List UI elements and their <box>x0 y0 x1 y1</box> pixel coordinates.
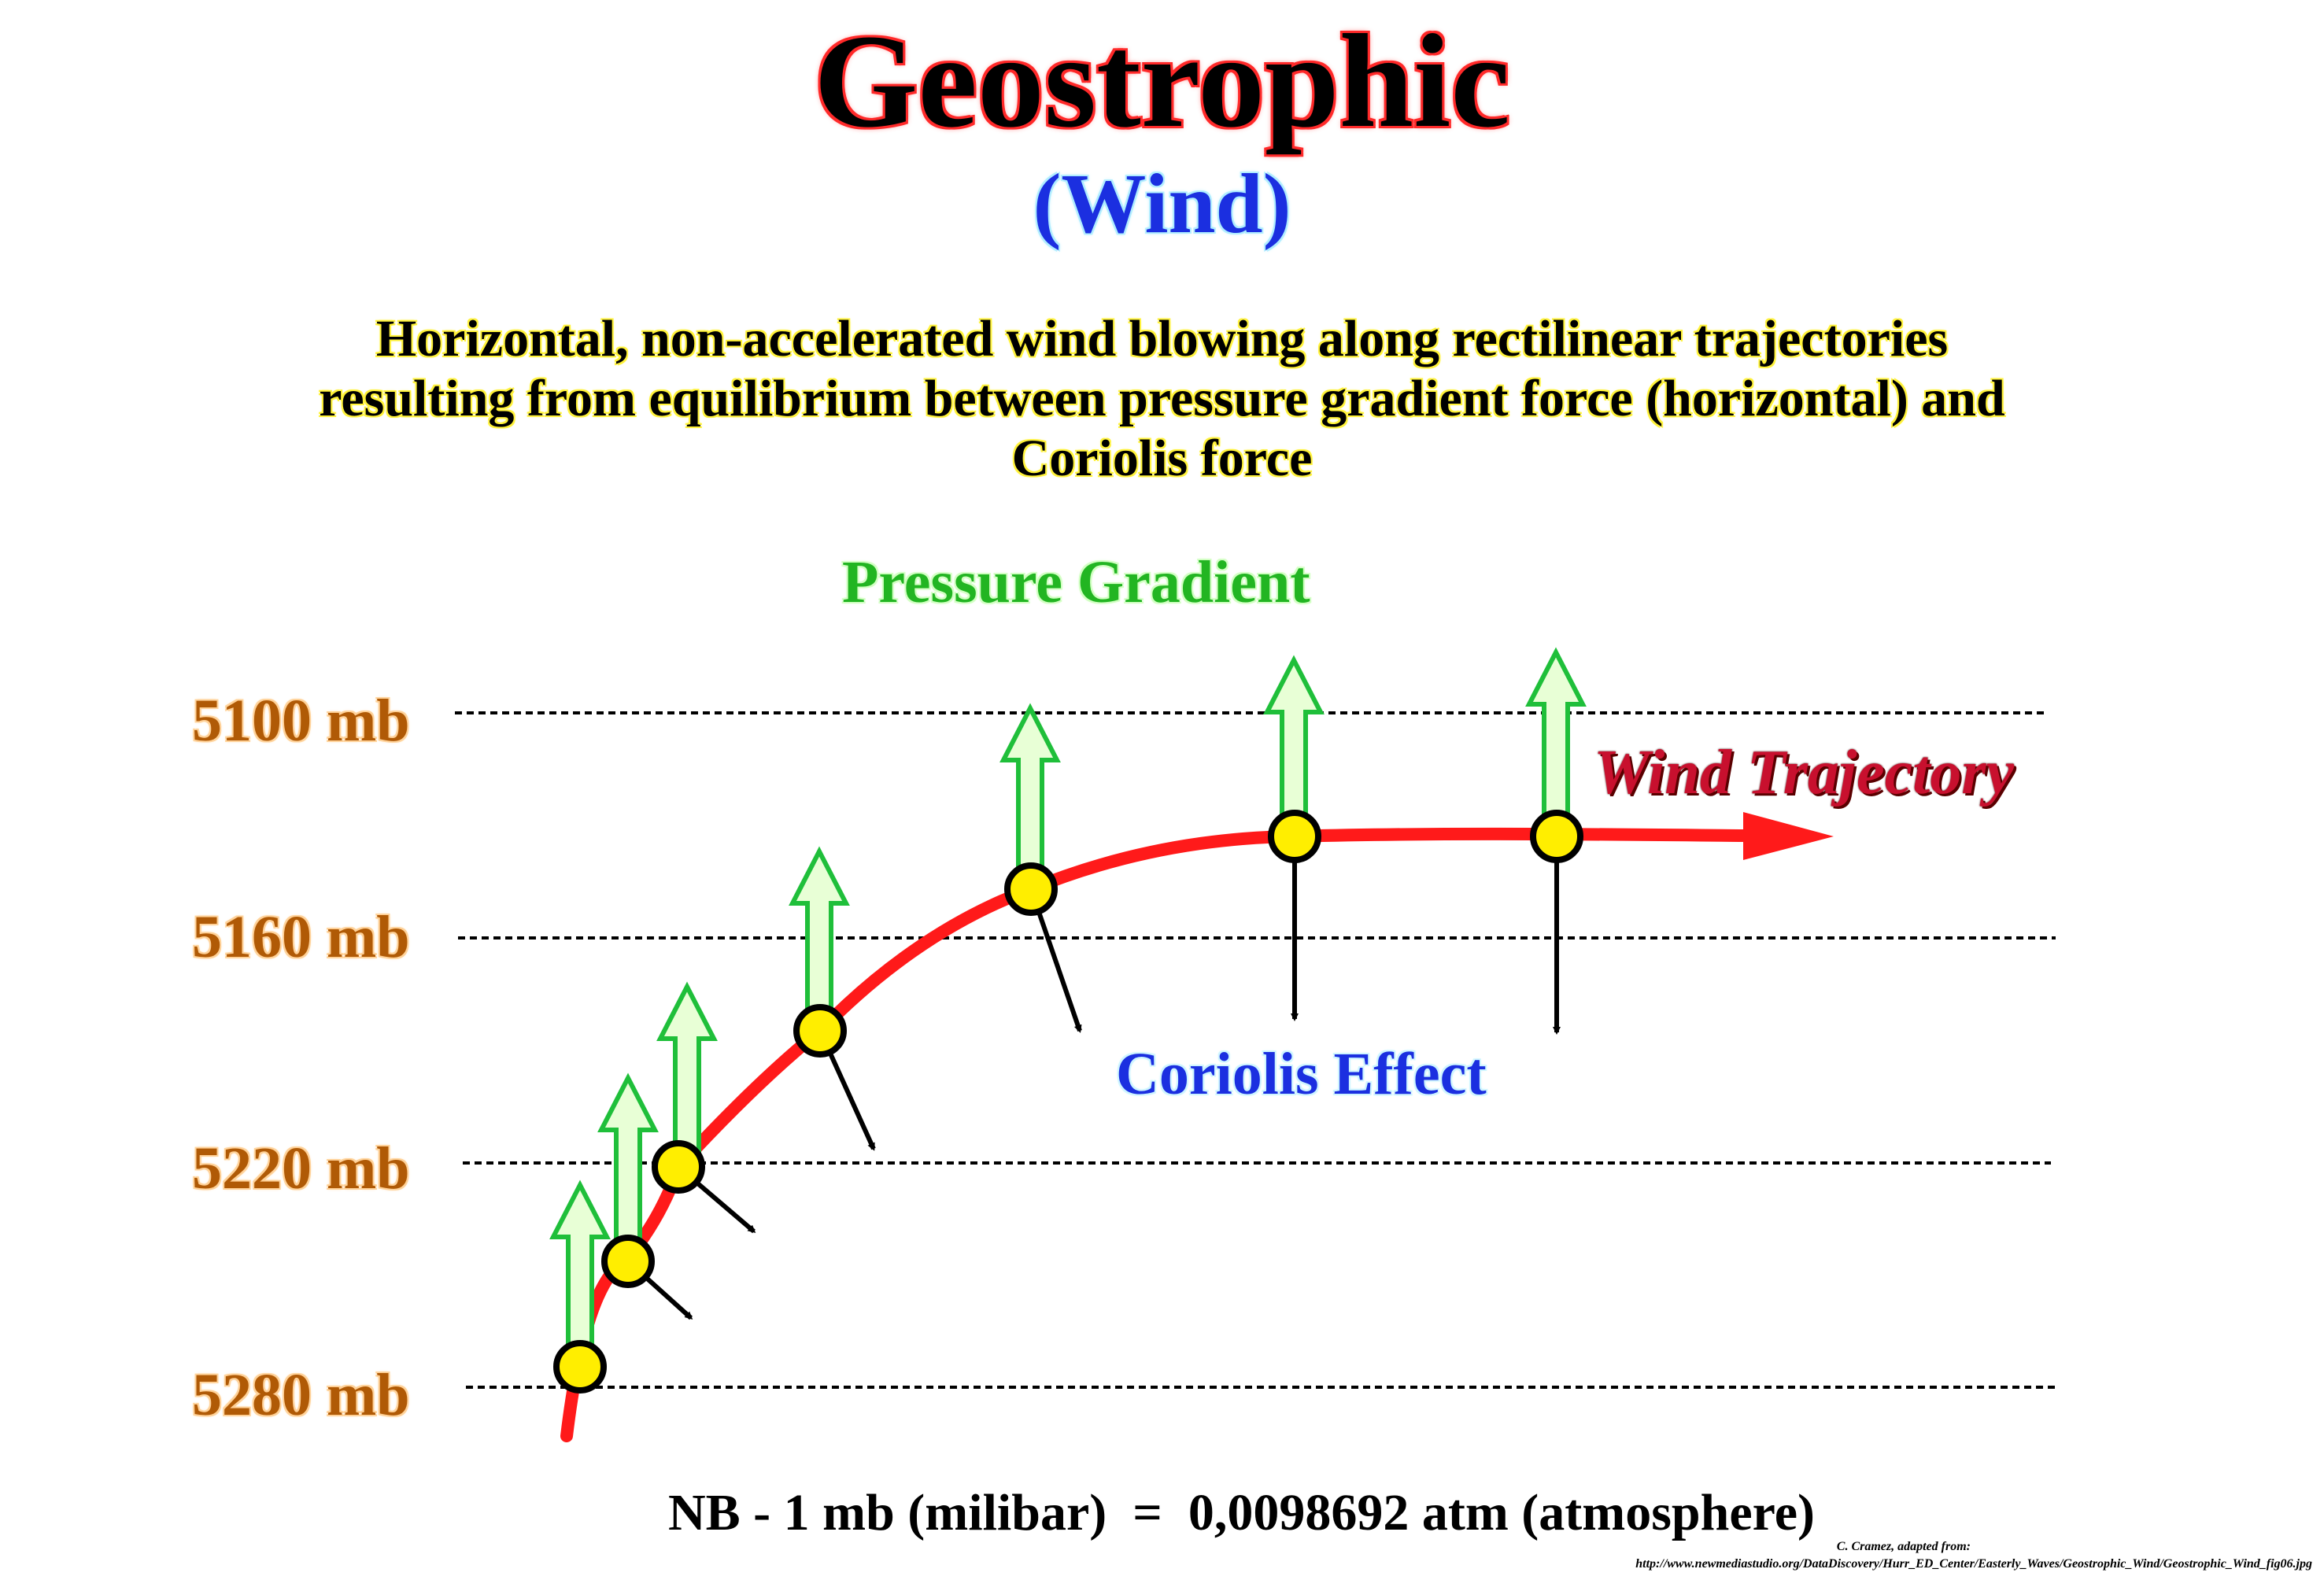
pressure-arrow-1 <box>549 1179 611 1366</box>
description-line-2: resulting from equilibrium between press… <box>319 370 2005 427</box>
isobar-label-5160: 5160 mb <box>192 904 410 970</box>
wind-trajectory-label: Wind Trajectory <box>1594 738 2015 807</box>
parcel-5 <box>1004 862 1058 916</box>
description: Horizontal, non-accelerated wind blowing… <box>157 309 2167 489</box>
parcel-3 <box>652 1140 705 1194</box>
pressure-arrow-4 <box>789 846 850 1031</box>
credit-line-1: C. Cramez, adapted from: <box>1836 1540 1971 1553</box>
air-parcels <box>553 810 1583 1394</box>
pressure-arrow-5 <box>999 703 1061 890</box>
parcel-2 <box>601 1235 655 1288</box>
parcel-4 <box>793 1004 847 1058</box>
isobar-label-5280: 5280 mb <box>192 1362 410 1428</box>
pressure-arrow-7 <box>1525 647 1587 836</box>
isobar-label-5100: 5100 mb <box>192 688 410 754</box>
wind-trajectory-curve <box>560 827 1753 1442</box>
parcel-1 <box>553 1340 607 1394</box>
diagram-subtitle: (Wind) <box>1033 157 1291 251</box>
pressure-arrow-6 <box>1263 655 1325 836</box>
diagram-title: Geostrophic <box>812 7 1513 155</box>
unit-note: NB - 1 mb (milibar) = 0,0098692 atm (atm… <box>667 1484 1815 1541</box>
isobar-label-5220: 5220 mb <box>192 1135 410 1202</box>
description-line-3: Coriolis force <box>1011 430 1313 487</box>
wind-trajectory-arrowhead <box>1743 812 1834 860</box>
pressure-gradient-arrows <box>549 647 1587 1366</box>
credit-source-url: http://www.newmediastudio.org/DataDiscov… <box>1635 1557 2312 1571</box>
description-line-1: Horizontal, non-accelerated wind blowing… <box>375 310 1949 367</box>
coriolis-effect-label: Coriolis Effect <box>1116 1041 1487 1107</box>
pressure-arrow-3 <box>656 981 718 1167</box>
parcel-6 <box>1268 810 1321 863</box>
pressure-gradient-label: Pressure Gradient <box>842 549 1310 615</box>
parcel-7 <box>1530 810 1583 863</box>
